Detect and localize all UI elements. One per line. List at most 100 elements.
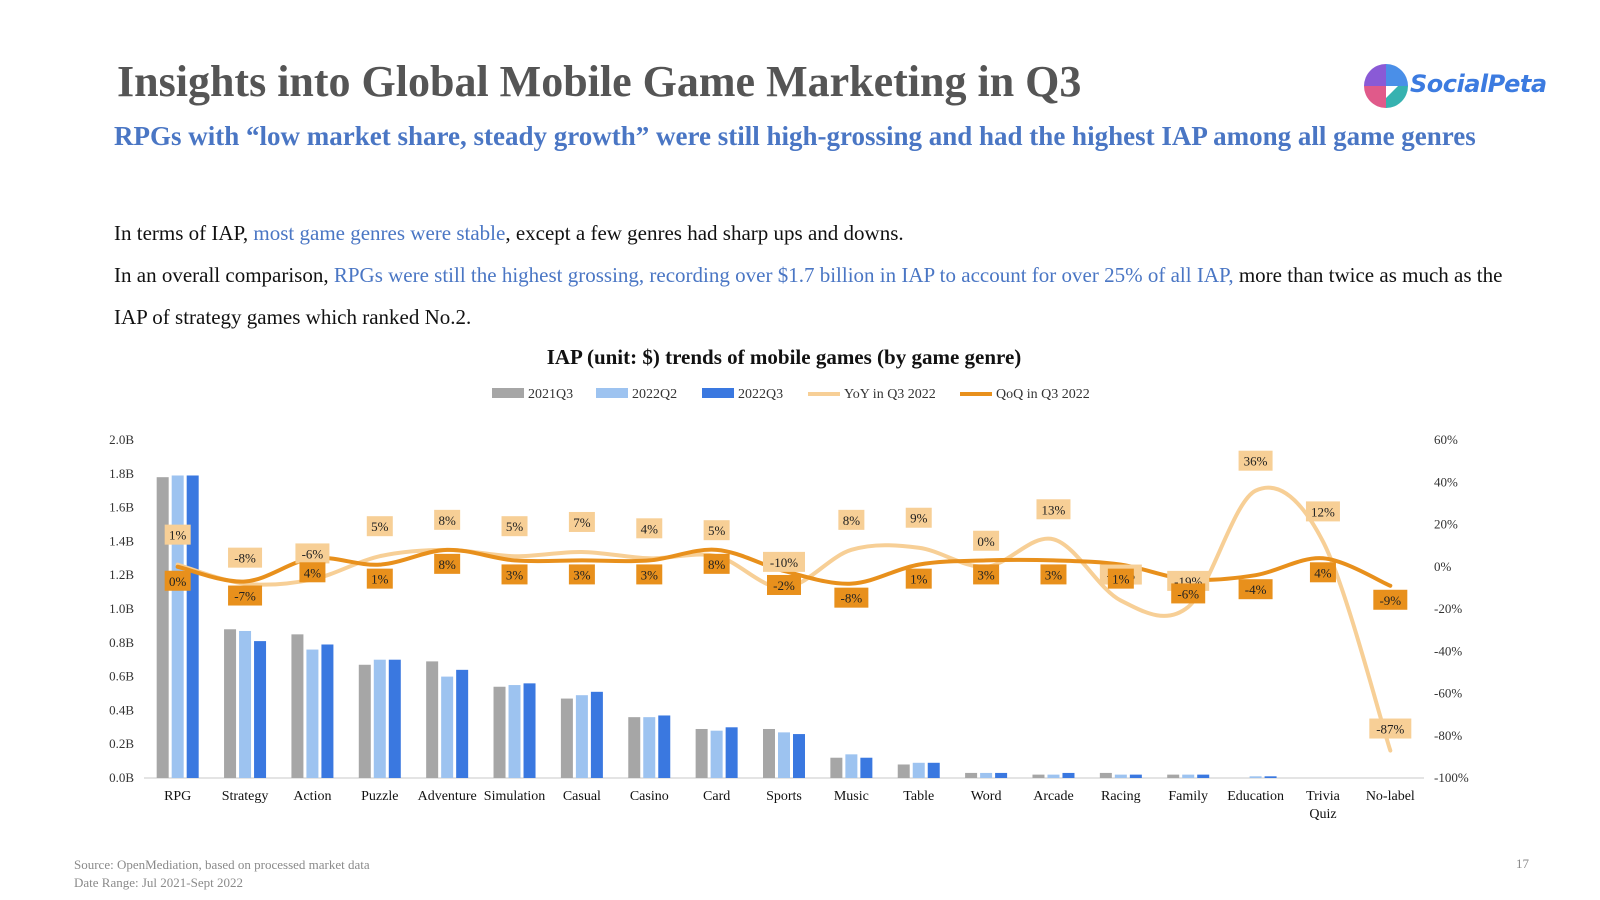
source-note: Source: OpenMediation, based on processe… (74, 856, 370, 892)
data-label: -9% (1379, 593, 1401, 608)
bar-2022Q3 (456, 669, 469, 778)
bar-2021Q3 (426, 661, 439, 778)
brand-logo-icon (1364, 64, 1408, 108)
y-right-tick: -40% (1434, 643, 1462, 658)
data-label-bg (767, 574, 801, 595)
bar-2022Q2 (306, 649, 319, 778)
page-subtitle: RPGs with “low market share, steady grow… (114, 121, 1476, 151)
category-label: Word (971, 789, 1002, 804)
data-label: 5% (708, 523, 726, 538)
bar-2021Q3 (291, 634, 304, 778)
bar-2022Q3 (590, 691, 603, 778)
bar-2022Q3 (995, 772, 1008, 778)
data-label: -10% (770, 555, 798, 570)
y-left-tick: 0.4B (109, 702, 134, 717)
bar-2022Q2 (643, 717, 656, 778)
data-label: 3% (641, 567, 659, 582)
y-right-tick: -80% (1434, 728, 1462, 743)
y-right-tick: 20% (1434, 517, 1458, 532)
page-title: Insights into Global Mobile Game Marketi… (117, 57, 1082, 106)
data-label-bg (1107, 568, 1134, 589)
data-label-bg (636, 564, 663, 585)
chart-data-labels: 1%-8%-6%5%8%5%7%4%5%-10%8%9%0%13%-16%-19… (164, 450, 1412, 739)
bar-2022Q2 (778, 732, 790, 778)
bar-2022Q3 (860, 757, 873, 778)
line-YoY in Q3 2022 (175, 485, 1393, 753)
y-left-tick: 1.0B (109, 601, 134, 616)
category-label: Strategy (222, 789, 269, 804)
bar-2021Q3 (1099, 772, 1112, 778)
bar-2022Q2 (1047, 774, 1060, 778)
data-label: -7% (234, 589, 256, 604)
data-label-bg (636, 518, 663, 539)
bar-2022Q3 (725, 727, 738, 778)
y-right-tick: -100% (1434, 770, 1469, 785)
bar-2022Q2 (508, 685, 521, 778)
chart-legend: 2021Q3 2022Q2 2022Q3 YoY in Q3 2022 QoQ in Q… (492, 387, 1090, 402)
bar-2022Q3 (927, 762, 940, 778)
data-label: 36% (1244, 454, 1268, 469)
body-text: In terms of IAP, most game genres were s… (114, 212, 1504, 338)
data-label: 13% (1042, 502, 1066, 517)
data-label: -6% (302, 546, 324, 561)
data-label: 8% (438, 557, 456, 572)
y-left-tick: 0.8B (109, 635, 134, 650)
category-label: Racing (1101, 789, 1141, 804)
data-label-bg (295, 543, 330, 564)
data-label: 0% (977, 534, 995, 549)
bar-2022Q3 (658, 715, 671, 778)
brand-logo (1364, 64, 1408, 108)
data-label-bg (1309, 562, 1336, 583)
category-label: Education (1227, 789, 1284, 804)
bar-2021Q3 (965, 772, 978, 778)
legend-swatch (702, 388, 734, 398)
category-label: Adventure (418, 789, 477, 804)
data-label-bg (501, 516, 528, 537)
bar-2022Q2 (239, 630, 252, 778)
bar-2021Q3 (1167, 774, 1180, 778)
category-label: Arcade (1033, 789, 1073, 804)
bar-2022Q2 (845, 754, 858, 778)
data-label: 8% (438, 513, 456, 528)
data-label-bg (228, 547, 263, 568)
category-label: Card (703, 789, 730, 804)
data-label: 3% (977, 567, 995, 582)
data-label: 8% (708, 557, 726, 572)
data-label: -6% (1177, 586, 1199, 601)
highlight-2: RPGs were still the highest grossing, re… (333, 263, 1234, 287)
chart-category-labels: RPG Strategy Action Puzzle Adventure Simulati… (164, 789, 1415, 822)
legend-label: YoY in Q3 2022 (844, 387, 936, 402)
data-label-bg (1305, 501, 1340, 522)
data-label-bg (501, 564, 528, 585)
y-left-tick: 1.2B (109, 567, 134, 582)
data-label: -8% (234, 551, 256, 566)
data-label-bg (703, 520, 730, 541)
data-label-bg (973, 530, 1000, 551)
data-label: 4% (304, 565, 322, 580)
category-label: Family (1168, 789, 1208, 804)
data-label-bg (1171, 583, 1206, 604)
category-label: Music (834, 789, 869, 804)
data-label-bg (434, 553, 461, 574)
data-label-bg (905, 568, 932, 589)
y-right-tick: 60% (1434, 432, 1458, 447)
bar-2022Q3 (254, 641, 267, 778)
page-number: 17 (1516, 856, 1529, 871)
y-left-tick: 1.4B (109, 533, 134, 548)
data-label-bg (1040, 564, 1067, 585)
data-label: 3% (1045, 567, 1063, 582)
data-label-bg (1036, 499, 1071, 520)
data-label: 9% (910, 511, 928, 526)
data-label: 12% (1311, 504, 1335, 519)
category-label: Casino (630, 789, 669, 804)
category-label: Trivia Quiz (1306, 789, 1341, 822)
data-label-bg (973, 564, 1000, 585)
highlight-1: most game genres were stable (253, 221, 506, 245)
data-label: 5% (371, 519, 389, 534)
brand-name: SocialPeta (1410, 70, 1547, 98)
data-label-bg (1369, 718, 1412, 739)
legend-label: 2022Q2 (632, 387, 677, 402)
legend-swatch (492, 388, 524, 398)
data-label: 7% (573, 515, 591, 530)
